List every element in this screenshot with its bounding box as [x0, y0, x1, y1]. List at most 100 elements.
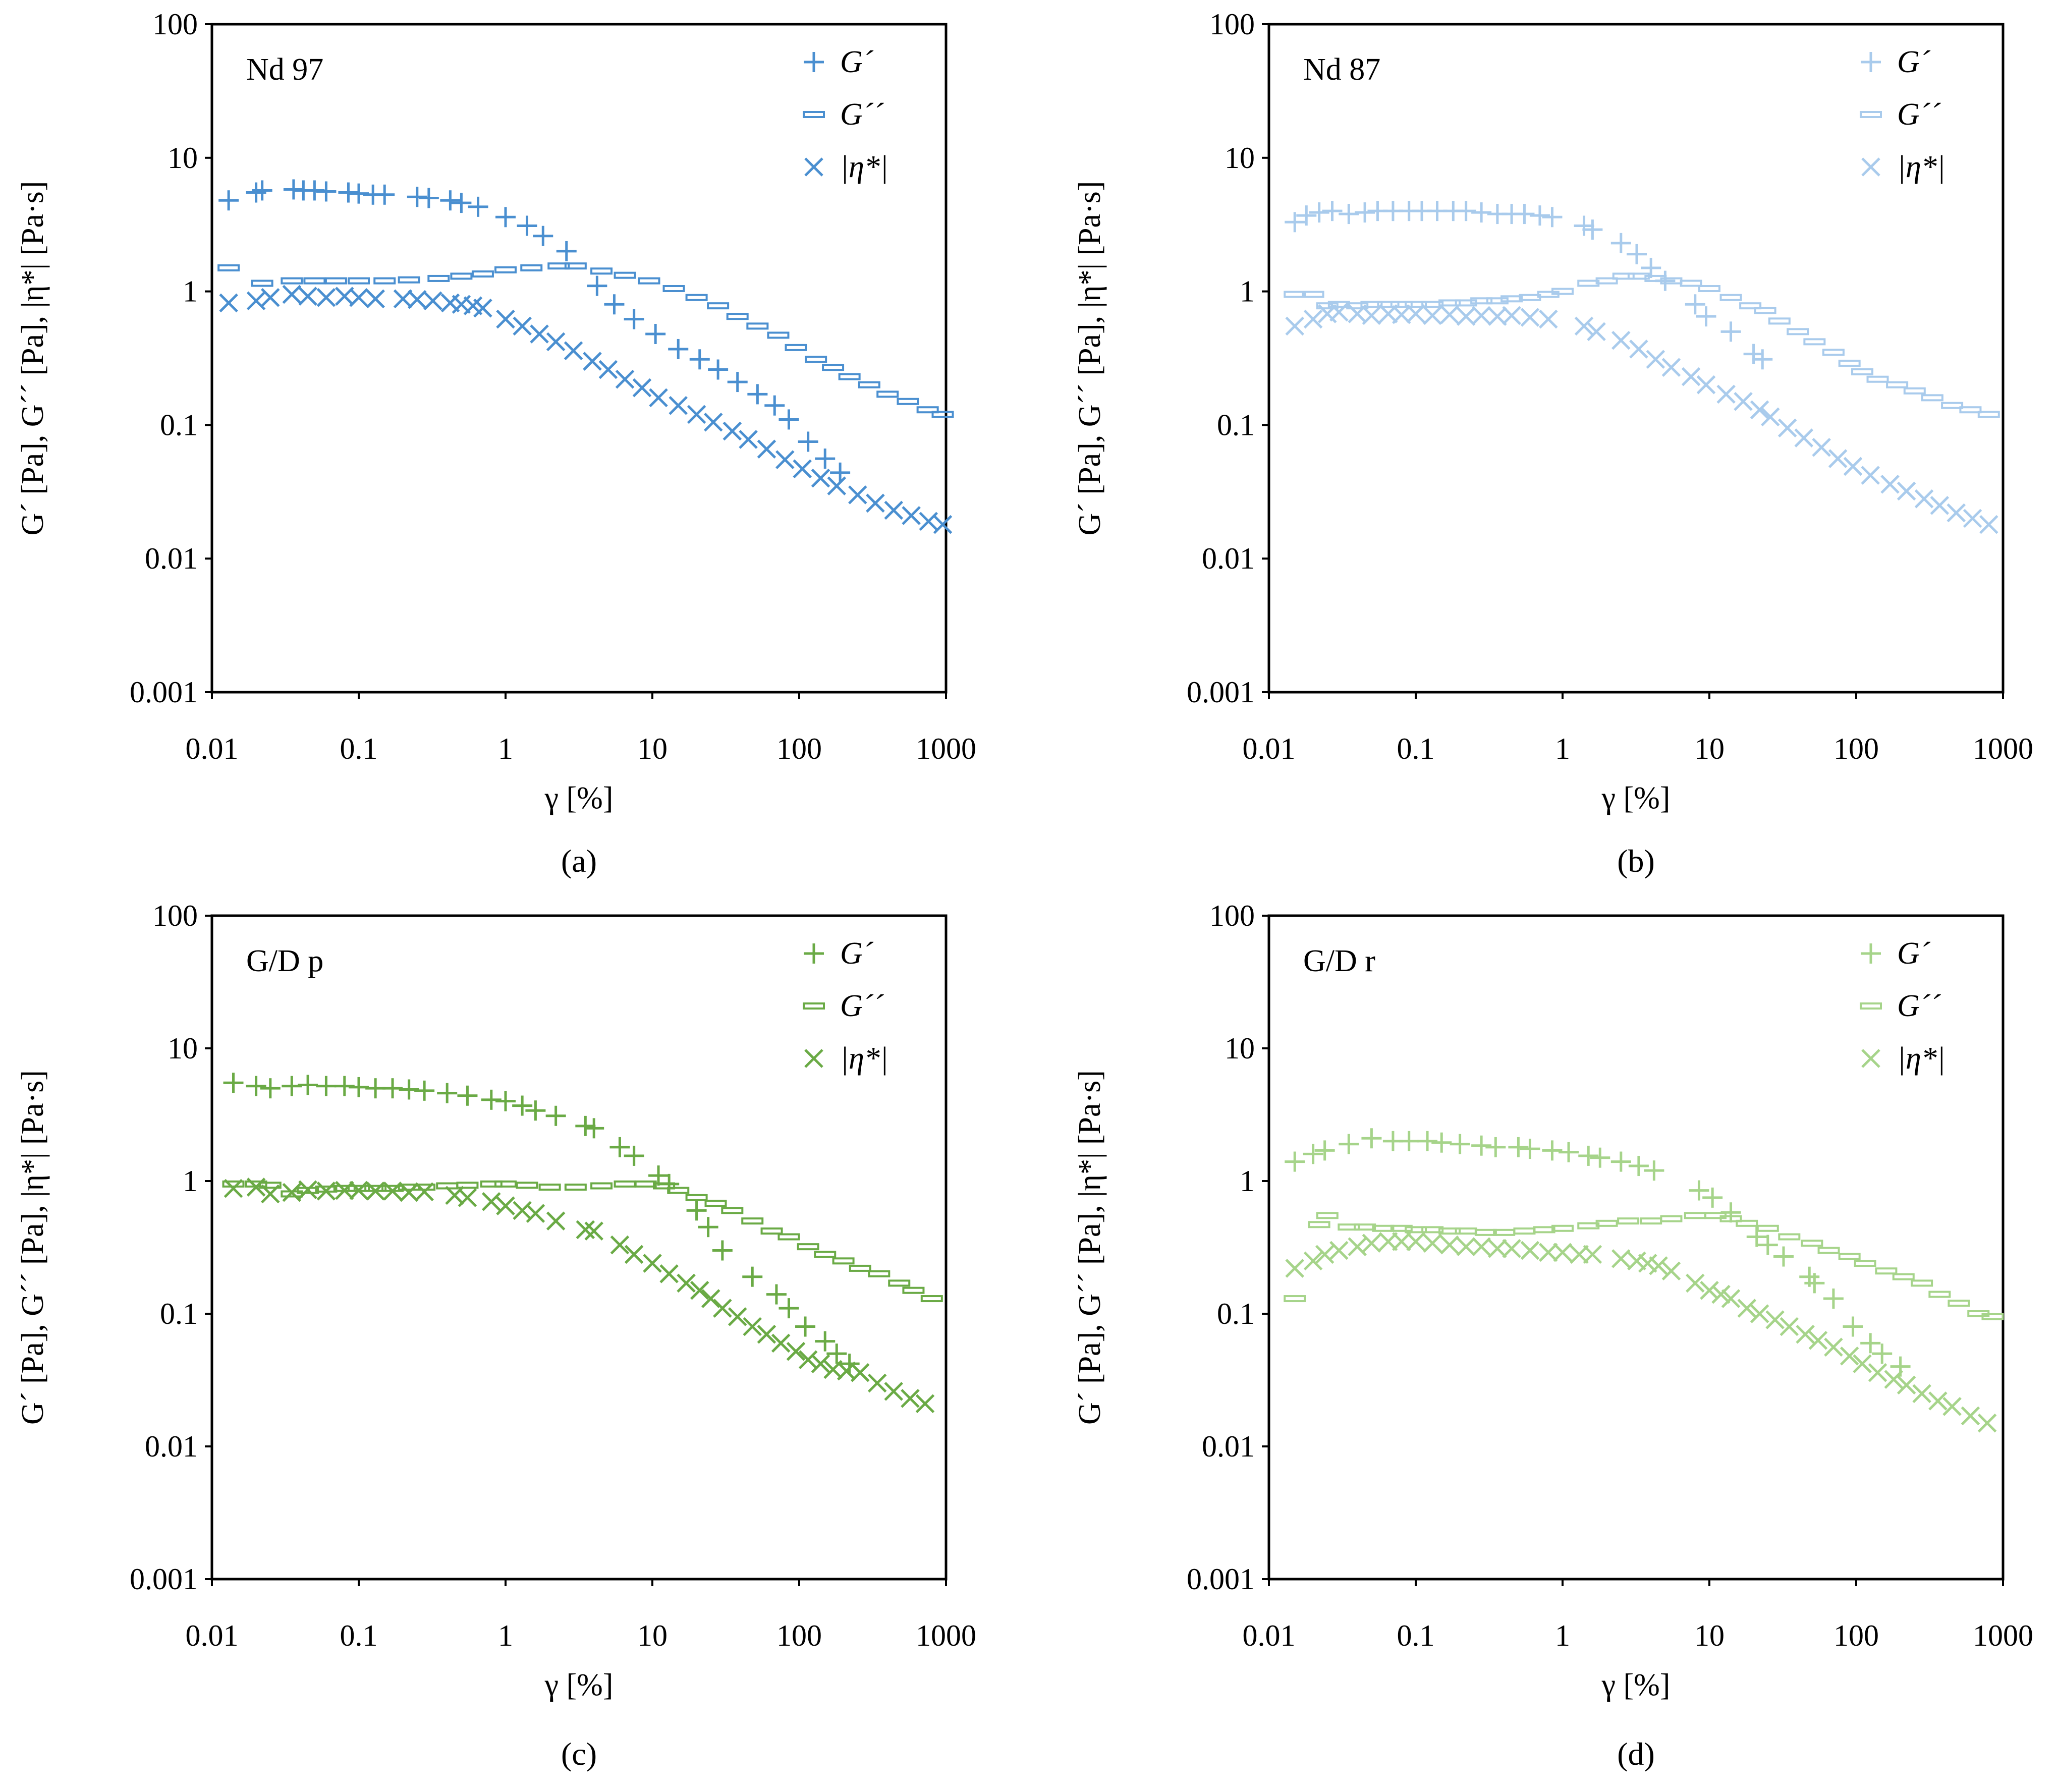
data-point: [1823, 1289, 1844, 1309]
data-point: [1828, 449, 1848, 468]
data-point: [632, 378, 652, 398]
data-point: [764, 395, 785, 416]
data-point: [1302, 291, 1324, 298]
data-point: [798, 431, 818, 452]
panel-title: Nd 87: [1303, 52, 1380, 87]
data-point: [1711, 1284, 1731, 1304]
data-point: [858, 381, 880, 388]
data-point: [741, 1217, 764, 1225]
x-tick-label: 100: [1833, 732, 1879, 765]
data-point: [902, 1286, 925, 1294]
data-point: [1981, 1313, 2004, 1320]
data-point: [427, 274, 450, 282]
data-point: [1612, 272, 1635, 280]
data-point: [398, 276, 420, 284]
data-point: [1808, 1331, 1828, 1350]
data-point: [708, 359, 729, 380]
data-point: [1861, 466, 1880, 485]
data-point: [450, 272, 473, 280]
data-point: [1641, 257, 1661, 278]
data-point: [1456, 307, 1476, 326]
data-point: [1372, 1224, 1395, 1232]
data-point: [1316, 302, 1339, 310]
data-point: [866, 493, 885, 513]
y-axis-label: G´ [Pa], G´´ [Pa], |η*| [Pa·s]: [16, 181, 50, 536]
y-tick-label: 10: [1225, 1032, 1255, 1065]
data-point: [1875, 1267, 1898, 1275]
data-point: [1746, 1226, 1767, 1247]
plot-frame: [210, 23, 948, 694]
series-plus: [1285, 201, 1773, 370]
legend-label: |η*|: [1897, 1041, 1945, 1076]
data-point: [1644, 1160, 1664, 1181]
data-point: [1472, 1237, 1491, 1256]
data-point: [1804, 1273, 1825, 1294]
y-tick-label: 0.1: [160, 1297, 198, 1330]
data-point: [1520, 1139, 1540, 1159]
data-point: [1716, 384, 1736, 404]
data-point: [261, 288, 280, 307]
panel-title: G/D p: [246, 944, 323, 978]
data-point: [662, 285, 685, 292]
data-point: [1559, 1142, 1579, 1162]
data-point: [1362, 306, 1381, 325]
data-point: [933, 515, 953, 534]
data-point: [261, 1184, 280, 1204]
data-point: [415, 1182, 434, 1202]
y-tick-label: 0.1: [1217, 408, 1255, 441]
chart-panel-b: 0.01 0.1 1 10 100 1000 0.001 0.01 0.1 1 10 100 γ [%]…: [1073, 8, 2033, 879]
data-point: [457, 1085, 478, 1106]
data-point: [849, 1264, 871, 1272]
data-point: [805, 356, 827, 363]
data-point: [1817, 1247, 1840, 1254]
series-x: [224, 1178, 935, 1414]
data-point: [1362, 1234, 1381, 1253]
data-point: [1911, 1279, 1933, 1287]
data-point: [1661, 1261, 1681, 1281]
series-plus: [223, 1073, 860, 1374]
data-point: [348, 277, 370, 285]
data-point: [282, 1183, 302, 1202]
data-point: [494, 1180, 517, 1188]
data-point: [643, 1254, 662, 1273]
data-point: [638, 277, 660, 285]
data-point: [1963, 509, 1982, 528]
data-point: [374, 184, 395, 205]
data-point: [771, 1333, 791, 1353]
data-point: [587, 275, 607, 296]
data-point: [728, 1307, 747, 1326]
data-point: [786, 1341, 806, 1361]
data-point: [316, 1182, 336, 1201]
data-point: [1423, 306, 1442, 325]
data-point: [1640, 1217, 1662, 1225]
data-point: [590, 267, 613, 275]
y-tick-label: 10: [168, 1032, 198, 1065]
data-point: [1406, 1232, 1425, 1251]
data-point: [316, 1076, 337, 1096]
data-point: [1502, 306, 1521, 325]
data-point: [1756, 1224, 1779, 1232]
data-point: [1626, 244, 1647, 264]
data-point: [1868, 1363, 1887, 1382]
data-point: [1897, 1375, 1916, 1395]
y-tick-label: 0.01: [145, 1430, 198, 1463]
data-point: [1578, 1145, 1599, 1166]
data-point: [1686, 1273, 1705, 1293]
data-point: [1474, 1228, 1497, 1236]
data-point: [1438, 1227, 1461, 1235]
data-point: [252, 180, 272, 201]
data-point: [1696, 375, 1716, 395]
x-tick-label: 1000: [916, 732, 976, 765]
data-point: [797, 1243, 819, 1251]
data-point: [324, 277, 347, 285]
data-point: [685, 1194, 708, 1201]
data-point: [1309, 202, 1329, 223]
data-point: [1897, 481, 1916, 501]
legend-marker-plus: [804, 52, 824, 72]
data-point: [1794, 428, 1814, 447]
x-tick-label: 10: [637, 732, 668, 765]
data-point: [282, 285, 302, 304]
x-tick-label: 1: [498, 732, 513, 765]
data-point: [298, 1075, 318, 1095]
x-axis-label: γ [%]: [544, 781, 614, 815]
